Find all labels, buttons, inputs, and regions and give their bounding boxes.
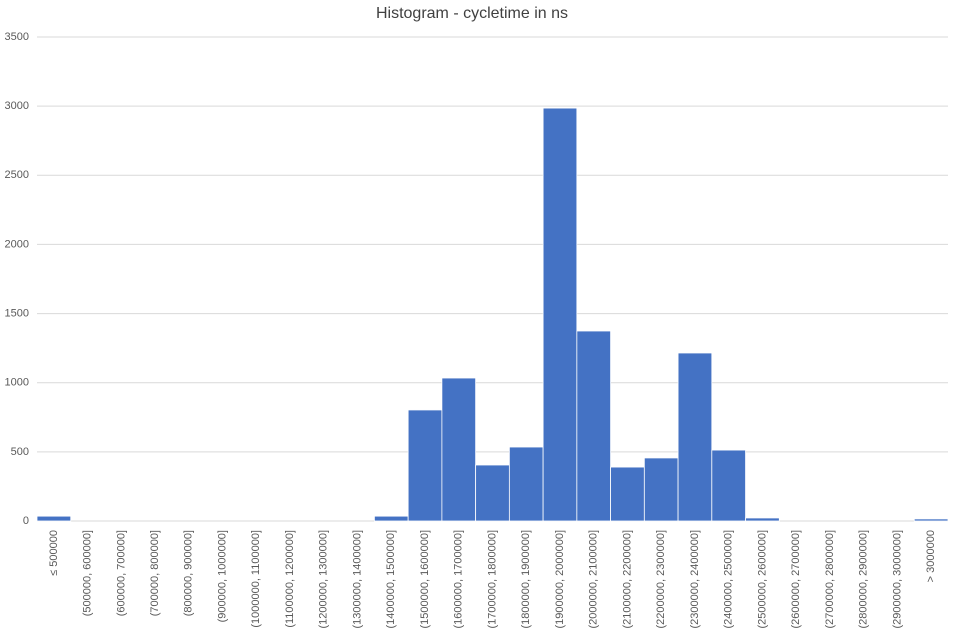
x-tick-label: (2900000, 3000000] [891, 530, 903, 628]
x-tick-label: (600000, 700000] [115, 530, 127, 616]
bar [610, 466, 645, 522]
x-tick-label: (1600000, 1700000] [453, 530, 465, 628]
bar [745, 517, 780, 522]
x-tick-label: (1500000, 1600000] [419, 530, 431, 628]
bar [475, 464, 510, 522]
bar [711, 449, 746, 522]
bar [508, 446, 544, 522]
x-tick-label: (700000, 800000] [149, 530, 161, 616]
x-tick-label: (2700000, 2800000] [824, 530, 836, 628]
y-tick-label: 1500 [5, 307, 29, 319]
x-tick-label: ≤ 500000 [48, 530, 60, 576]
x-tick-label: (900000, 1000000] [216, 530, 228, 622]
bar [913, 518, 949, 522]
x-tick-label: (1000000, 1100000] [250, 530, 262, 628]
bar [441, 377, 477, 522]
x-tick-label: (2300000, 2400000] [689, 530, 701, 628]
x-tick-label: (2400000, 2500000] [723, 530, 735, 628]
y-tick-label: 3000 [5, 100, 29, 112]
bar [677, 352, 713, 522]
x-tick-label: (1800000, 1900000] [520, 530, 532, 628]
x-tick-label: (1200000, 1300000] [318, 530, 330, 628]
y-tick-label: 2500 [5, 169, 29, 181]
y-tick-label: 2000 [5, 238, 29, 250]
y-tick-label: 1000 [5, 377, 29, 389]
x-tick-label: (2500000, 2600000] [756, 530, 768, 628]
x-tick-label: (1100000, 1200000] [284, 530, 296, 628]
x-tick-label: (2100000, 2200000] [621, 530, 633, 628]
bar [643, 457, 679, 522]
x-tick-label: (1400000, 1500000] [385, 530, 397, 628]
bar [36, 515, 72, 522]
y-tick-label: 3500 [5, 31, 29, 43]
x-tick-label: (2000000, 2100000] [588, 530, 600, 628]
x-tick-label: (1300000, 1400000] [351, 530, 363, 628]
y-tick-label: 0 [23, 515, 29, 527]
y-tick-label: 500 [11, 446, 29, 458]
x-tick-label: (800000, 900000] [183, 530, 195, 616]
x-tick-label: (1700000, 1800000] [486, 530, 498, 628]
x-tick-label: > 3000000 [925, 530, 937, 582]
x-tick-label: (1900000, 2000000] [554, 530, 566, 628]
x-tick-label: (2800000, 2900000] [858, 530, 870, 628]
bar [374, 515, 409, 522]
bar [576, 330, 611, 522]
bar [542, 107, 578, 522]
x-tick-label: (2600000, 2700000] [790, 530, 802, 628]
bar [407, 409, 443, 522]
x-tick-label: (500000, 600000] [82, 530, 94, 616]
x-tick-label: (2200000, 2300000] [655, 530, 667, 628]
chart-title: Histogram - cycletime in ns [376, 5, 568, 22]
